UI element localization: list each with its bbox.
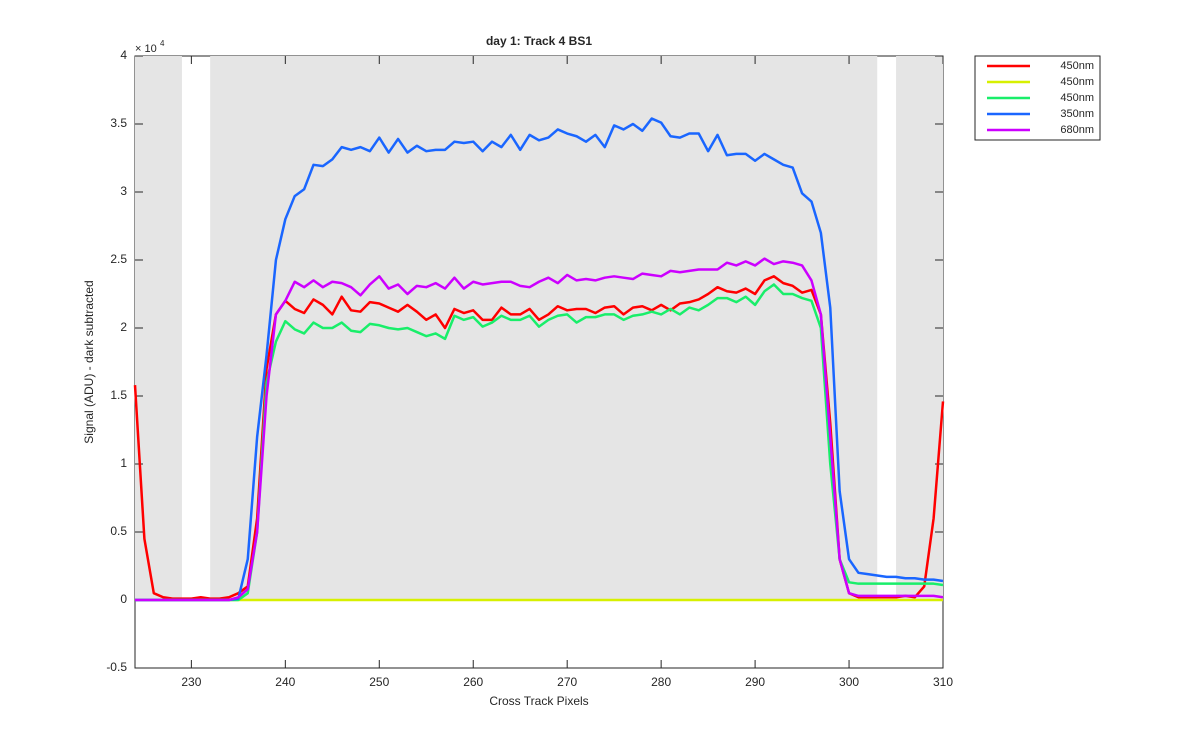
- y-axis-label: Signal (ADU) - dark subtracted: [82, 280, 96, 443]
- y-multiplier-exponent: 4: [160, 39, 165, 48]
- y-tick-label: 0.5: [110, 524, 127, 538]
- x-tick-label: 290: [745, 675, 765, 689]
- y-multiplier: × 10: [135, 43, 157, 55]
- legend-label: 450nm: [1060, 92, 1094, 104]
- y-tick-label: 3.5: [110, 116, 127, 130]
- y-tick-label: 2: [120, 320, 127, 334]
- x-tick-label: 310: [933, 675, 953, 689]
- x-tick-label: 240: [275, 675, 295, 689]
- legend-label: 450nm: [1060, 76, 1094, 88]
- series-line: [135, 257, 944, 602]
- y-tick-label: 1.5: [110, 388, 127, 402]
- legend-label: 350nm: [1060, 108, 1094, 120]
- y-tick-label: 0: [120, 592, 127, 606]
- y-tick-label: 4: [120, 48, 127, 62]
- x-axis-label: Cross Track Pixels: [489, 694, 588, 708]
- x-tick-label: 250: [369, 675, 389, 689]
- chart-title: day 1: Track 4 BS1: [486, 34, 592, 48]
- x-tick-label: 260: [463, 675, 483, 689]
- y-tick-label: 1: [120, 456, 127, 470]
- legend-label: 680nm: [1060, 124, 1094, 136]
- x-tick-label: 270: [557, 675, 577, 689]
- y-tick-label: 3: [120, 184, 127, 198]
- y-tick-label: 2.5: [110, 252, 127, 266]
- y-tick-label: -0.5: [106, 660, 127, 674]
- x-tick-label: 230: [181, 675, 201, 689]
- series-line: [135, 117, 944, 602]
- series-line: [133, 275, 945, 600]
- x-tick-label: 300: [839, 675, 859, 689]
- x-tick-label: 280: [651, 675, 671, 689]
- legend-label: 450nm: [1060, 60, 1094, 72]
